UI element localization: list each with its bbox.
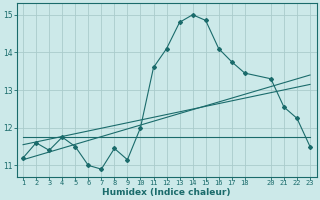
X-axis label: Humidex (Indice chaleur): Humidex (Indice chaleur) <box>102 188 231 197</box>
